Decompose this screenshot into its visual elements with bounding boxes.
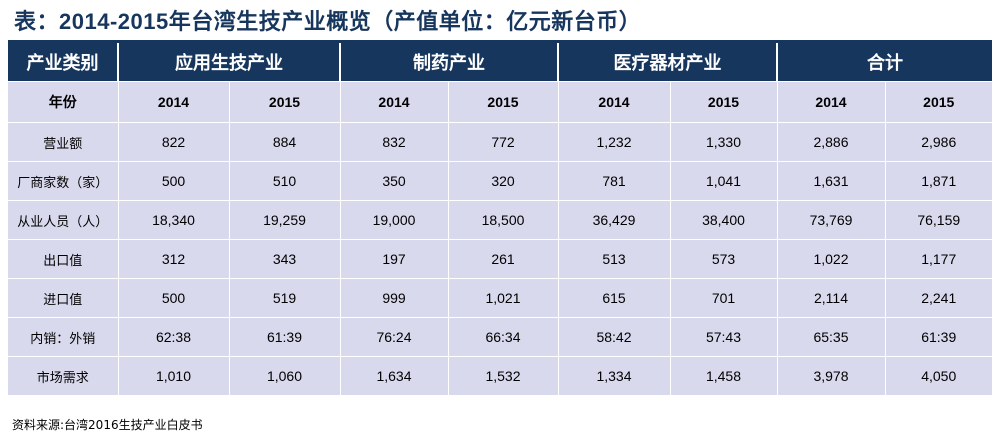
value-cell: 76,159 bbox=[884, 200, 992, 240]
table-row: 进口值 500 519 999 1,021 615 701 2,114 2,241 bbox=[8, 278, 992, 318]
value-cell: 2,241 bbox=[884, 278, 992, 318]
value-cell: 1,022 bbox=[776, 239, 885, 279]
value-cell: 58:42 bbox=[557, 317, 670, 357]
year-cell: 2014 bbox=[557, 81, 670, 123]
value-cell: 2,886 bbox=[776, 122, 885, 162]
value-cell: 57:43 bbox=[669, 317, 777, 357]
row-label: 内销：外销 bbox=[8, 317, 118, 357]
value-cell: 261 bbox=[447, 239, 558, 279]
value-cell: 2,114 bbox=[776, 278, 885, 318]
table-row: 从业人员（人） 18,340 19,259 19,000 18,500 36,429 38,… bbox=[8, 200, 992, 240]
value-cell: 519 bbox=[228, 278, 340, 318]
group-header-total: 合计 bbox=[776, 43, 992, 82]
group-header-medical-devices: 医疗器材产业 bbox=[557, 43, 777, 82]
value-cell: 781 bbox=[557, 161, 670, 201]
value-cell: 38,400 bbox=[669, 200, 777, 240]
value-cell: 1,631 bbox=[776, 161, 885, 201]
value-cell: 3,978 bbox=[776, 356, 885, 395]
value-cell: 1,871 bbox=[884, 161, 992, 201]
value-cell: 1,532 bbox=[447, 356, 558, 395]
value-cell: 1,041 bbox=[669, 161, 777, 201]
value-cell: 18,500 bbox=[447, 200, 558, 240]
year-cell: 2014 bbox=[776, 81, 885, 123]
table-row: 出口值 312 343 197 261 513 573 1,022 1,177 bbox=[8, 239, 992, 279]
year-cell: 2014 bbox=[117, 81, 229, 123]
year-cell: 2014 bbox=[339, 81, 448, 123]
value-cell: 66:34 bbox=[447, 317, 558, 357]
value-cell: 1,060 bbox=[228, 356, 340, 395]
value-cell: 1,232 bbox=[557, 122, 670, 162]
value-cell: 61:39 bbox=[884, 317, 992, 357]
value-cell: 1,021 bbox=[447, 278, 558, 318]
value-cell: 1,177 bbox=[884, 239, 992, 279]
value-cell: 615 bbox=[557, 278, 670, 318]
value-cell: 772 bbox=[447, 122, 558, 162]
value-cell: 500 bbox=[117, 278, 229, 318]
value-cell: 65:35 bbox=[776, 317, 885, 357]
value-cell: 350 bbox=[339, 161, 448, 201]
year-cell: 2015 bbox=[884, 81, 992, 123]
year-cell: 2015 bbox=[669, 81, 777, 123]
value-cell: 822 bbox=[117, 122, 229, 162]
value-cell: 1,010 bbox=[117, 356, 229, 395]
group-header-biotech: 应用生技产业 bbox=[117, 43, 340, 82]
row-label: 年份 bbox=[8, 81, 118, 123]
row-label: 出口值 bbox=[8, 239, 118, 279]
header-row: 产业类别 应用生技产业 制药产业 医疗器材产业 合计 bbox=[8, 43, 992, 82]
value-cell: 36,429 bbox=[557, 200, 670, 240]
row-label: 厂商家数（家） bbox=[8, 161, 118, 201]
value-cell: 573 bbox=[669, 239, 777, 279]
value-cell: 343 bbox=[228, 239, 340, 279]
value-cell: 1,458 bbox=[669, 356, 777, 395]
row-label: 营业额 bbox=[8, 122, 118, 162]
value-cell: 197 bbox=[339, 239, 448, 279]
value-cell: 2,986 bbox=[884, 122, 992, 162]
value-cell: 1,334 bbox=[557, 356, 670, 395]
table-row: 市场需求 1,010 1,060 1,634 1,532 1,334 1,458 3,978 4… bbox=[8, 356, 992, 395]
row-label: 市场需求 bbox=[8, 356, 118, 395]
value-cell: 1,634 bbox=[339, 356, 448, 395]
category-header: 产业类别 bbox=[8, 43, 118, 82]
value-cell: 62:38 bbox=[117, 317, 229, 357]
data-rows: 营业额 822 884 832 772 1,232 1,330 2,886 2,986 厂商家数（… bbox=[8, 122, 992, 395]
group-header-pharma: 制药产业 bbox=[339, 43, 558, 82]
year-row: 年份 2014 2015 2014 2015 2014 2015 2014 20… bbox=[8, 81, 992, 123]
value-cell: 500 bbox=[117, 161, 229, 201]
value-cell: 4,050 bbox=[884, 356, 992, 395]
value-cell: 832 bbox=[339, 122, 448, 162]
value-cell: 61:39 bbox=[228, 317, 340, 357]
source-note: 资料来源:台湾2016生技产业白皮书 bbox=[12, 418, 203, 432]
year-cell: 2015 bbox=[228, 81, 340, 123]
value-cell: 884 bbox=[228, 122, 340, 162]
value-cell: 73,769 bbox=[776, 200, 885, 240]
industry-table: 产业类别 应用生技产业 制药产业 医疗器材产业 合计 年份 2014 2015 … bbox=[8, 43, 992, 395]
value-cell: 320 bbox=[447, 161, 558, 201]
value-cell: 312 bbox=[117, 239, 229, 279]
title-divider bbox=[8, 40, 992, 43]
year-cell: 2015 bbox=[447, 81, 558, 123]
value-cell: 18,340 bbox=[117, 200, 229, 240]
table-row: 内销：外销 62:38 61:39 76:24 66:34 58:42 57:43 65:35… bbox=[8, 317, 992, 357]
row-label: 从业人员（人） bbox=[8, 200, 118, 240]
value-cell: 999 bbox=[339, 278, 448, 318]
value-cell: 76:24 bbox=[339, 317, 448, 357]
value-cell: 701 bbox=[669, 278, 777, 318]
value-cell: 19,000 bbox=[339, 200, 448, 240]
value-cell: 19,259 bbox=[228, 200, 340, 240]
value-cell: 510 bbox=[228, 161, 340, 201]
value-cell: 1,330 bbox=[669, 122, 777, 162]
value-cell: 513 bbox=[557, 239, 670, 279]
row-label: 进口值 bbox=[8, 278, 118, 318]
table-title: 表：2014-2015年台湾生技产业概览（产值单位：亿元新台币） bbox=[14, 9, 642, 34]
table-row: 营业额 822 884 832 772 1,232 1,330 2,886 2,986 bbox=[8, 122, 992, 162]
table-row: 厂商家数（家） 500 510 350 320 781 1,041 1,631 1,871 bbox=[8, 161, 992, 201]
